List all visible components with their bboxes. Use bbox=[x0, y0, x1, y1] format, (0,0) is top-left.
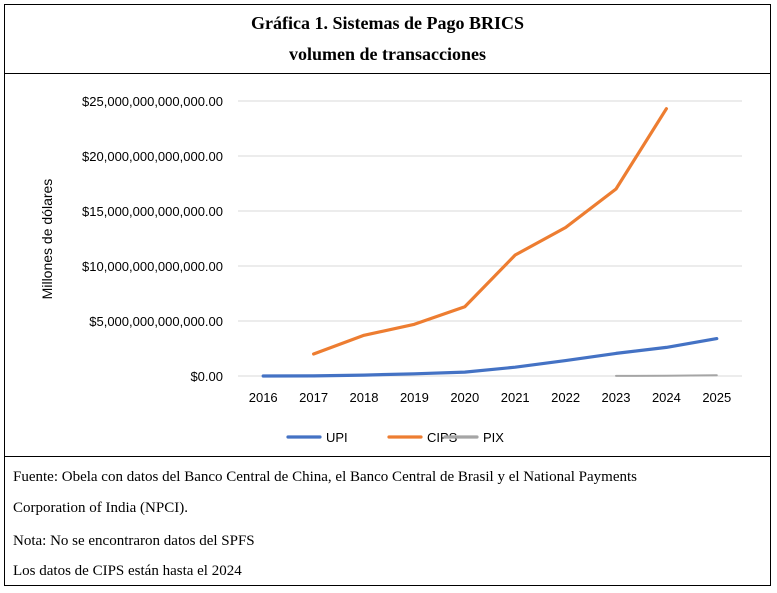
notes: Fuente: Obela con datos del Banco Centra… bbox=[5, 456, 770, 587]
note-cips: Los datos de CIPS están hasta el 2024 bbox=[13, 563, 242, 579]
chart-title: Gráfica 1. Sistemas de Pago BRICS bbox=[251, 13, 524, 33]
x-tick-label: 2016 bbox=[249, 390, 278, 405]
chart-area: $0.00 $5,000,000,000,000.00 $10,000,000,00… bbox=[5, 74, 770, 456]
series-line-pix bbox=[615, 374, 718, 377]
legend-label-upi: UPI bbox=[326, 430, 348, 445]
x-axis-ticks: 2016 2017 2018 2019 2020 2021 2022 2023 2024 2025 bbox=[249, 390, 732, 405]
series-line-cips bbox=[312, 107, 668, 356]
series-line-upi bbox=[261, 337, 719, 378]
x-tick-label: 2022 bbox=[551, 390, 580, 405]
gridlines bbox=[238, 100, 742, 377]
y-axis-ticks: $0.00 $5,000,000,000,000.00 $10,000,000,00… bbox=[82, 94, 223, 384]
figure-frame: Gráfica 1. Sistemas de Pago BRICS volume… bbox=[4, 4, 771, 586]
y-tick-label: $15,000,000,000,000.00 bbox=[82, 204, 223, 219]
x-tick-label: 2021 bbox=[501, 390, 530, 405]
y-tick-label: $5,000,000,000,000.00 bbox=[89, 314, 223, 329]
y-axis-label: Millones de dólares bbox=[39, 179, 55, 300]
y-tick-label: $10,000,000,000,000.00 bbox=[82, 259, 223, 274]
x-tick-label: 2020 bbox=[450, 390, 479, 405]
legend: UPI CIPS PIX bbox=[286, 430, 504, 445]
chart-subtitle: volumen de transacciones bbox=[289, 44, 486, 64]
source-note-line1: Fuente: Obela con datos del Banco Centra… bbox=[13, 469, 638, 485]
x-tick-label: 2025 bbox=[702, 390, 731, 405]
x-tick-label: 2017 bbox=[299, 390, 328, 405]
legend-label-cips: CIPS bbox=[427, 430, 458, 445]
note-spfs: Nota: No se encontraron datos del SPFS bbox=[13, 533, 255, 549]
title-box: Gráfica 1. Sistemas de Pago BRICS volume… bbox=[5, 5, 770, 74]
legend-label-pix: PIX bbox=[483, 430, 504, 445]
source-note-line2: Corporation of India (NPCI). bbox=[13, 500, 188, 516]
series-lines bbox=[261, 107, 719, 378]
y-tick-label: $20,000,000,000,000.00 bbox=[82, 149, 223, 164]
x-tick-label: 2024 bbox=[652, 390, 681, 405]
line-chart: $0.00 $5,000,000,000,000.00 $10,000,000,00… bbox=[39, 94, 742, 445]
y-tick-label: $25,000,000,000,000.00 bbox=[82, 94, 223, 109]
y-tick-label: $0.00 bbox=[190, 369, 223, 384]
x-tick-label: 2019 bbox=[400, 390, 429, 405]
x-tick-label: 2023 bbox=[602, 390, 631, 405]
x-tick-label: 2018 bbox=[350, 390, 379, 405]
